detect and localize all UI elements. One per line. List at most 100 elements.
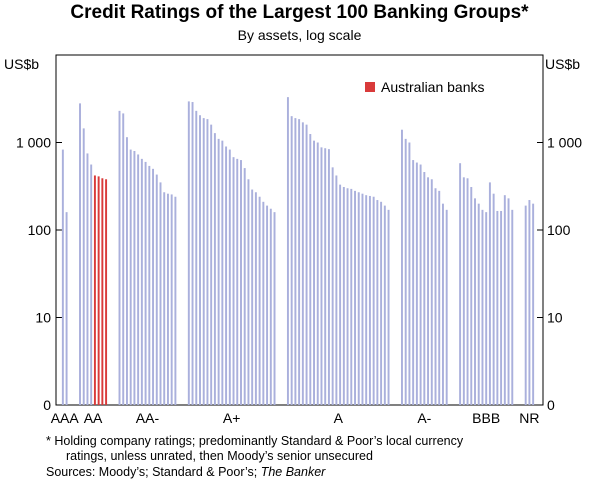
- bar: [387, 209, 390, 405]
- y-tick-label-left: 0: [43, 397, 51, 413]
- bar: [170, 194, 173, 405]
- bar: [79, 103, 81, 406]
- bar: [221, 140, 224, 405]
- y-tick-label-left: 1 000: [16, 135, 51, 151]
- bar: [423, 172, 426, 405]
- bar: [346, 188, 349, 405]
- bar: [441, 203, 444, 405]
- bar: [496, 210, 499, 405]
- bar: [524, 205, 527, 405]
- bar: [294, 118, 297, 406]
- bar: [236, 158, 239, 405]
- bar: [470, 187, 473, 405]
- bar: [61, 149, 64, 405]
- bar: [174, 196, 177, 405]
- bar: [313, 140, 315, 405]
- bar: [438, 190, 441, 405]
- bar: [365, 195, 368, 405]
- bar: [254, 192, 257, 405]
- bar: [258, 196, 261, 405]
- bar: [532, 203, 535, 405]
- bar: [380, 201, 383, 405]
- bar: [350, 188, 353, 405]
- legend-swatch: [365, 82, 375, 92]
- bar: [305, 124, 308, 405]
- sources-prefix: Sources: Moody’s; Standard & Poor’s;: [46, 465, 261, 479]
- bar: [206, 119, 209, 406]
- bar: [354, 190, 356, 405]
- bar: [383, 205, 386, 405]
- bar-australian-bank: [101, 178, 104, 405]
- bar: [434, 188, 437, 405]
- bar: [240, 160, 242, 405]
- bar: [419, 164, 422, 405]
- bar: [269, 208, 272, 405]
- bar: [266, 205, 269, 405]
- chart-title: Credit Ratings of the Largest 100 Bankin…: [70, 2, 529, 23]
- bar: [202, 118, 205, 406]
- bar: [404, 138, 407, 405]
- bar: [412, 160, 415, 405]
- bar: [232, 157, 235, 405]
- x-group-label: A: [334, 410, 344, 426]
- chart-subtitle: By assets, log scale: [237, 27, 362, 43]
- bar: [247, 179, 250, 405]
- bar: [301, 122, 304, 405]
- bar: [361, 193, 364, 405]
- bar-australian-bank: [93, 175, 96, 405]
- bar: [474, 198, 476, 405]
- bar: [485, 212, 488, 405]
- bar: [243, 168, 246, 405]
- bar: [408, 142, 411, 405]
- legend-label: Australian banks: [381, 79, 485, 95]
- footnote-line-1: * Holding company ratings; predominantly…: [46, 434, 464, 448]
- bar: [90, 164, 93, 405]
- bar: [166, 193, 169, 405]
- bar: [427, 177, 430, 405]
- bar: [140, 158, 143, 405]
- bar: [462, 177, 465, 405]
- bar: [155, 174, 158, 405]
- x-group-label: NR: [519, 410, 539, 426]
- bar: [82, 128, 85, 405]
- bar: [477, 203, 480, 405]
- bar: [217, 138, 220, 405]
- bar: [213, 133, 216, 405]
- bars: [61, 97, 535, 406]
- y-tick-label-right: 1 000: [547, 135, 582, 151]
- bar: [195, 110, 198, 405]
- footnote: * Holding company ratings; predominantly…: [46, 434, 576, 464]
- bar: [368, 195, 371, 405]
- bar: [401, 129, 403, 405]
- bar: [262, 201, 265, 405]
- bar: [316, 142, 319, 405]
- bar: [331, 167, 334, 405]
- bar: [500, 210, 503, 405]
- bar: [118, 110, 121, 405]
- bar: [159, 182, 162, 405]
- bar: [199, 115, 201, 405]
- bar: [210, 124, 213, 405]
- bar: [251, 189, 254, 405]
- x-group-label: BBB: [472, 410, 500, 426]
- bar: [324, 148, 327, 406]
- bar-australian-bank: [97, 176, 100, 405]
- y-axis-label-left: US$b: [4, 56, 39, 72]
- bar: [488, 182, 491, 405]
- y-tick-label-left: 100: [28, 222, 52, 238]
- bar: [492, 193, 495, 405]
- footnote-line-2: ratings, unless unrated, then Moody’s se…: [66, 449, 373, 463]
- bar: [290, 116, 293, 405]
- bar: [507, 198, 510, 405]
- bar: [152, 168, 155, 405]
- sources: Sources: Moody’s; Standard & Poor’s; The…: [46, 465, 325, 479]
- bar: [187, 101, 190, 405]
- bar: [65, 212, 68, 405]
- bar: [273, 212, 276, 405]
- bar: [144, 161, 147, 405]
- x-group-label: A+: [223, 410, 241, 426]
- bar: [298, 119, 301, 406]
- bar: [191, 102, 194, 405]
- sources-italic: The Banker: [260, 465, 326, 479]
